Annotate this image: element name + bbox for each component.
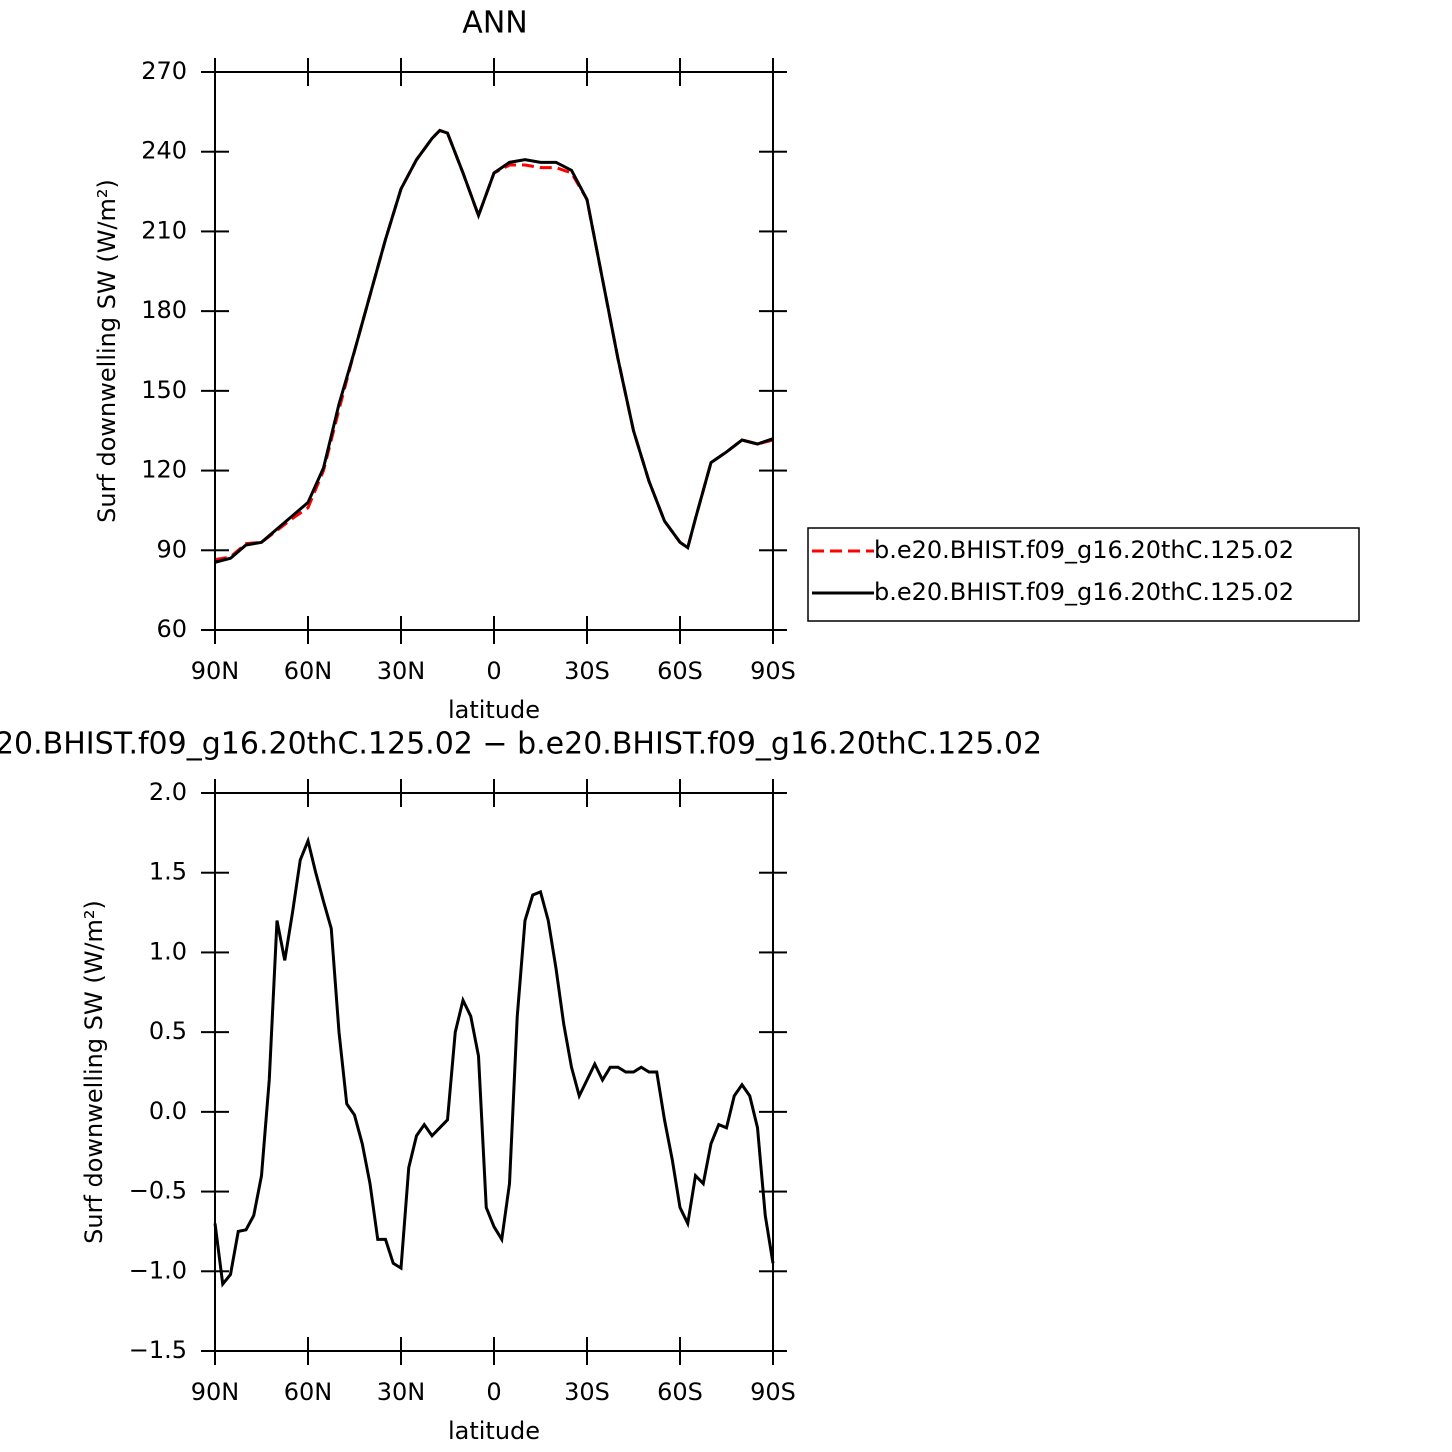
y-axis-label: Surf downwelling SW (W/m²): [80, 900, 108, 1244]
x-tick-label: 60N: [284, 657, 333, 685]
x-tick-label: 30N: [377, 1378, 426, 1406]
data-line: [214, 128, 774, 562]
x-tick-label: 90N: [191, 1378, 240, 1406]
legend-label: b.e20.BHIST.f09_g16.20thC.125.02: [874, 536, 1294, 564]
y-tick-label: 180: [141, 296, 187, 324]
y-tick-label: 2.0: [149, 778, 187, 806]
data-line: [213, 835, 775, 1288]
x-tick-label: 60S: [657, 1378, 703, 1406]
plot-frame: [214, 71, 774, 631]
y-tick-label: 240: [141, 137, 187, 165]
chart-title: b.e20.BHIST.f09_g16.20thC.125.02 − b.e20…: [0, 727, 1042, 762]
y-tick-label: 210: [141, 216, 187, 244]
y-tick-label: 60: [156, 615, 187, 643]
y-tick-label: −0.5: [129, 1177, 187, 1205]
x-axis-label: latitude: [448, 1417, 540, 1445]
y-tick-label: 270: [141, 57, 187, 85]
y-tick-label: −1.0: [129, 1256, 187, 1284]
y-axis-label: Surf downwelling SW (W/m²): [93, 179, 121, 523]
y-tick-label: 90: [156, 535, 187, 563]
y-tick-label: 120: [141, 456, 187, 484]
legend-label: b.e20.BHIST.f09_g16.20thC.125.02: [874, 578, 1294, 606]
y-tick-label: 1.5: [149, 858, 187, 886]
x-tick-label: 0: [486, 1378, 501, 1406]
x-tick-label: 0: [486, 657, 501, 685]
y-tick-label: 0.5: [149, 1017, 187, 1045]
y-tick-label: 0.0: [149, 1097, 187, 1125]
y-tick-label: 1.0: [149, 937, 187, 965]
x-tick-label: 30N: [377, 657, 426, 685]
x-tick-label: 30S: [564, 1378, 610, 1406]
legend-box: [807, 527, 1360, 622]
x-tick-label: 60N: [284, 1378, 333, 1406]
plot-frame: [214, 792, 774, 1352]
x-tick-label: 60S: [657, 657, 703, 685]
x-tick-label: 90N: [191, 657, 240, 685]
x-tick-label: 90S: [750, 657, 796, 685]
x-tick-label: 90S: [750, 1378, 796, 1406]
chart-title: ANN: [462, 6, 527, 41]
x-axis-label: latitude: [448, 696, 540, 724]
y-tick-label: 150: [141, 376, 187, 404]
data-line: [214, 128, 774, 564]
x-tick-label: 30S: [564, 657, 610, 685]
y-tick-label: −1.5: [129, 1336, 187, 1364]
